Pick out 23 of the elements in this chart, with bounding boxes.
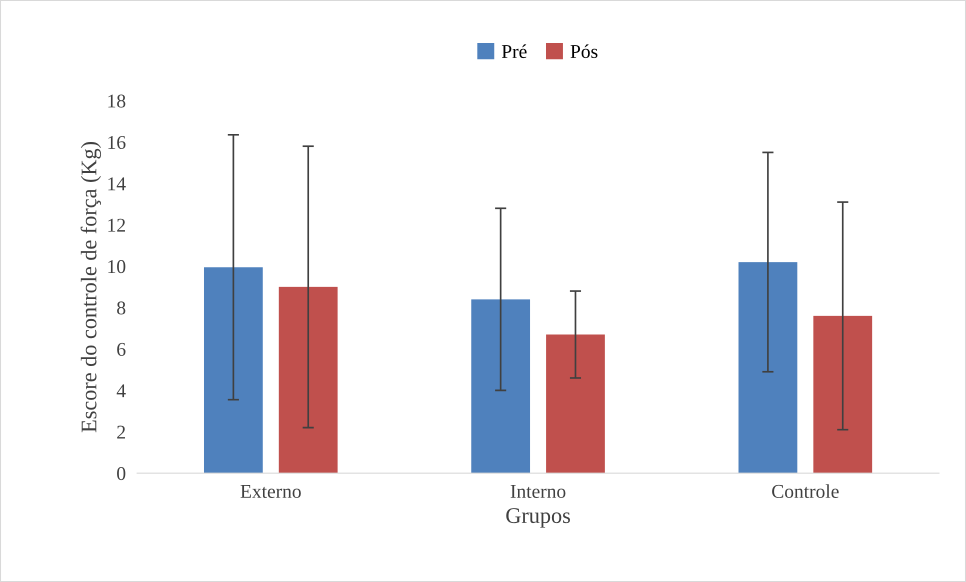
y-tick-label: 16 [108, 136, 126, 150]
x-axis-title: Grupos [506, 508, 570, 528]
y-axis-title: Escore do controle de força (Kg) [80, 142, 102, 432]
legend-label: Pré [502, 44, 527, 58]
y-tick-label: 4 [116, 384, 126, 398]
y-tick-label: 8 [117, 301, 126, 315]
bar [813, 316, 872, 474]
x-tick-label: Controle [772, 484, 839, 498]
y-tick-label: 2 [117, 426, 125, 439]
y-tick-label: 10 [108, 260, 126, 274]
x-tick-label: Externo [240, 485, 301, 498]
x-tick-label: Interno [510, 485, 566, 498]
bar [204, 267, 263, 474]
bar [546, 334, 605, 474]
y-tick-label: 12 [108, 218, 125, 232]
legend-label: Pós [570, 44, 598, 58]
bar [278, 286, 338, 474]
y-tick-label: 6 [117, 342, 126, 356]
y-tick-label: 0 [117, 466, 126, 480]
y-tick-label: 14 [108, 177, 126, 190]
bar [738, 262, 798, 474]
bar [471, 299, 530, 474]
y-tick-label: 18 [108, 94, 126, 108]
